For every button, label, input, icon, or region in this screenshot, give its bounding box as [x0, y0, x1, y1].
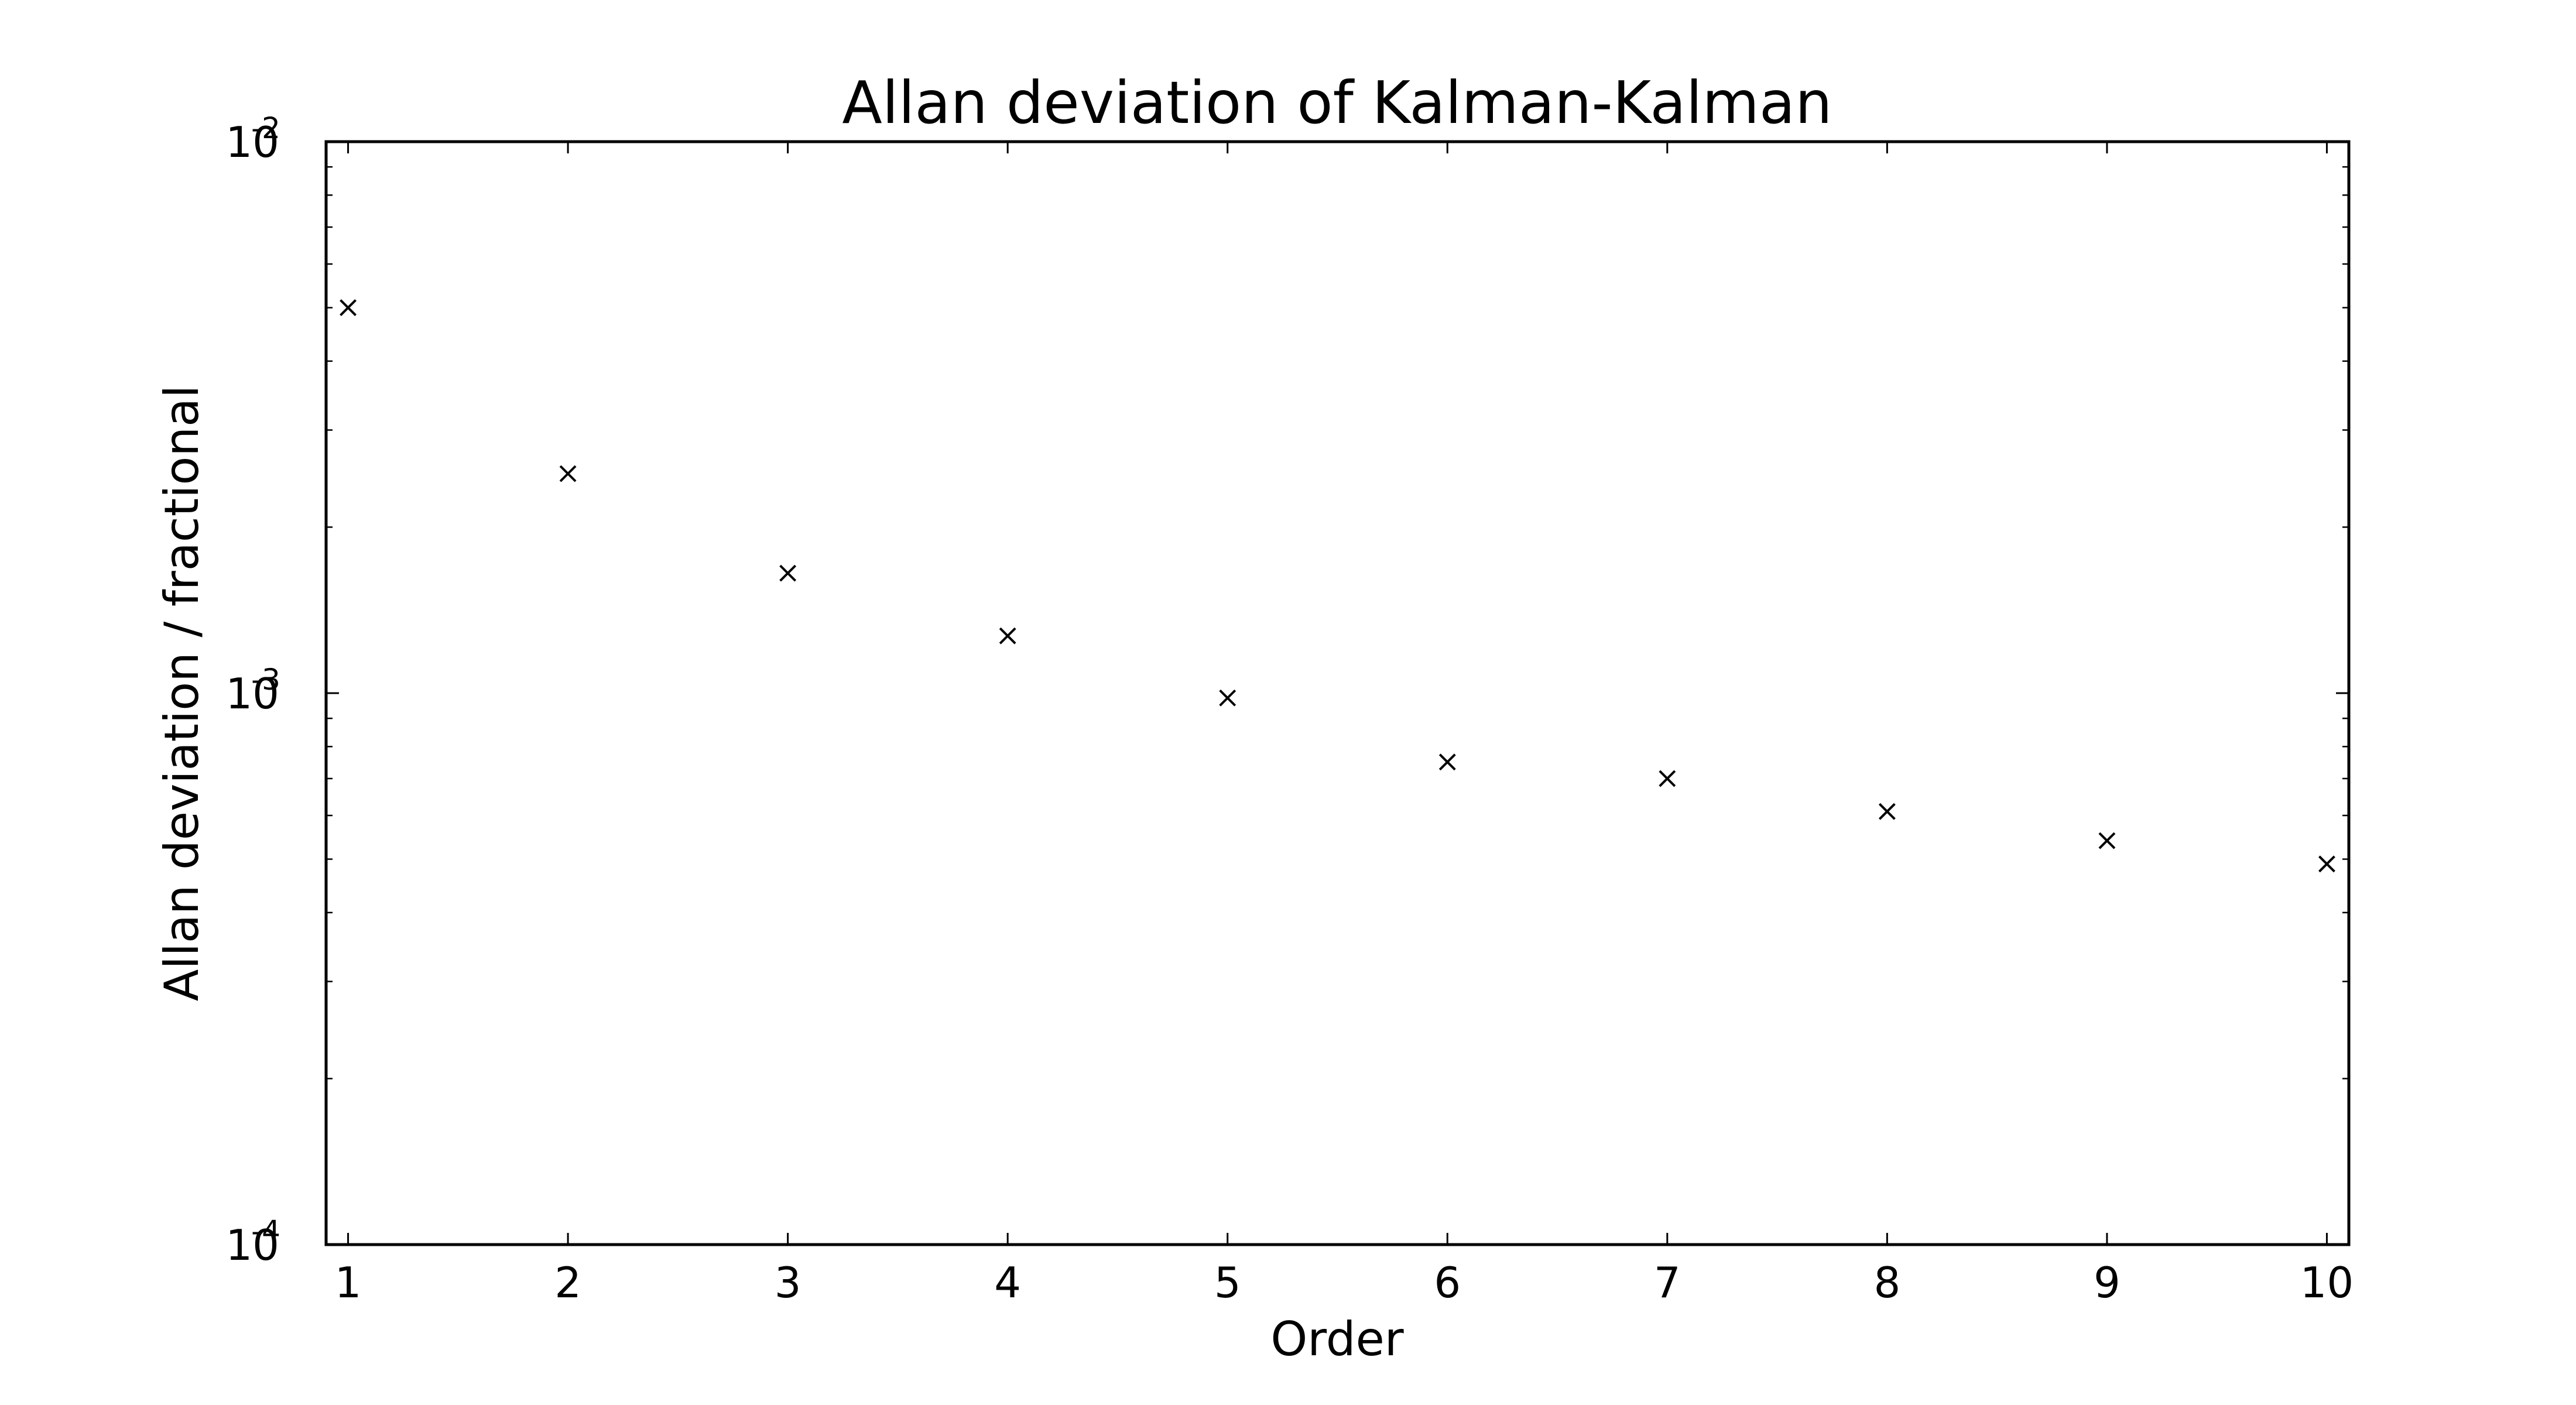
data-point — [1659, 770, 1676, 787]
x-tick-label: 8 — [1873, 1258, 1900, 1307]
x-tick-label: 1 — [335, 1258, 362, 1307]
data-point-stroke-b — [1438, 753, 1456, 771]
data-point — [2318, 855, 2335, 873]
x-tick-label: 3 — [775, 1258, 801, 1307]
x-tick-label: 9 — [2094, 1258, 2121, 1307]
data-point — [779, 564, 797, 582]
plot-frame — [324, 140, 2351, 1246]
data-point-stroke-b — [2098, 832, 2116, 849]
y-tick-exponent: -3 — [251, 663, 280, 697]
y-tick-label: 10 — [225, 118, 279, 167]
data-point — [999, 627, 1016, 645]
data-point — [1878, 803, 1896, 820]
data-point-stroke-b — [1659, 770, 1676, 787]
y-tick-exponent: -4 — [251, 1214, 280, 1248]
data-point — [2098, 832, 2116, 849]
y-tick-base: 10 — [225, 669, 279, 718]
data-point-stroke-b — [1219, 689, 1236, 707]
chart-title: Allan deviation of Kalman-Kalman — [842, 68, 1832, 137]
x-tick-label: 6 — [1434, 1258, 1461, 1307]
data-point-stroke-b — [1878, 803, 1896, 820]
y-axis-label: Allan deviation / fractional — [155, 385, 209, 1002]
data-point — [1438, 753, 1456, 771]
data-point — [559, 465, 577, 482]
x-tick-label: 4 — [994, 1258, 1021, 1307]
x-tick-label: 2 — [554, 1258, 581, 1307]
x-axis-label: Order — [1270, 1312, 1403, 1366]
data-point-stroke-b — [559, 465, 577, 482]
data-point-stroke-b — [2318, 855, 2335, 873]
data-point — [1219, 689, 1236, 707]
x-tick-label: 7 — [1654, 1258, 1681, 1307]
y-tick-label: 10 — [225, 1221, 279, 1270]
data-point-stroke-b — [999, 627, 1016, 645]
data-point — [340, 299, 357, 316]
y-tick-base: 10 — [225, 1221, 279, 1270]
x-tick-label: 10 — [2300, 1258, 2354, 1307]
data-point-stroke-b — [779, 564, 797, 582]
x-tick-label: 5 — [1214, 1258, 1241, 1307]
data-point-stroke-b — [340, 299, 357, 316]
y-tick-label: 10 — [225, 669, 279, 718]
y-tick-exponent: -2 — [251, 111, 280, 145]
y-tick-base: 10 — [225, 118, 279, 167]
